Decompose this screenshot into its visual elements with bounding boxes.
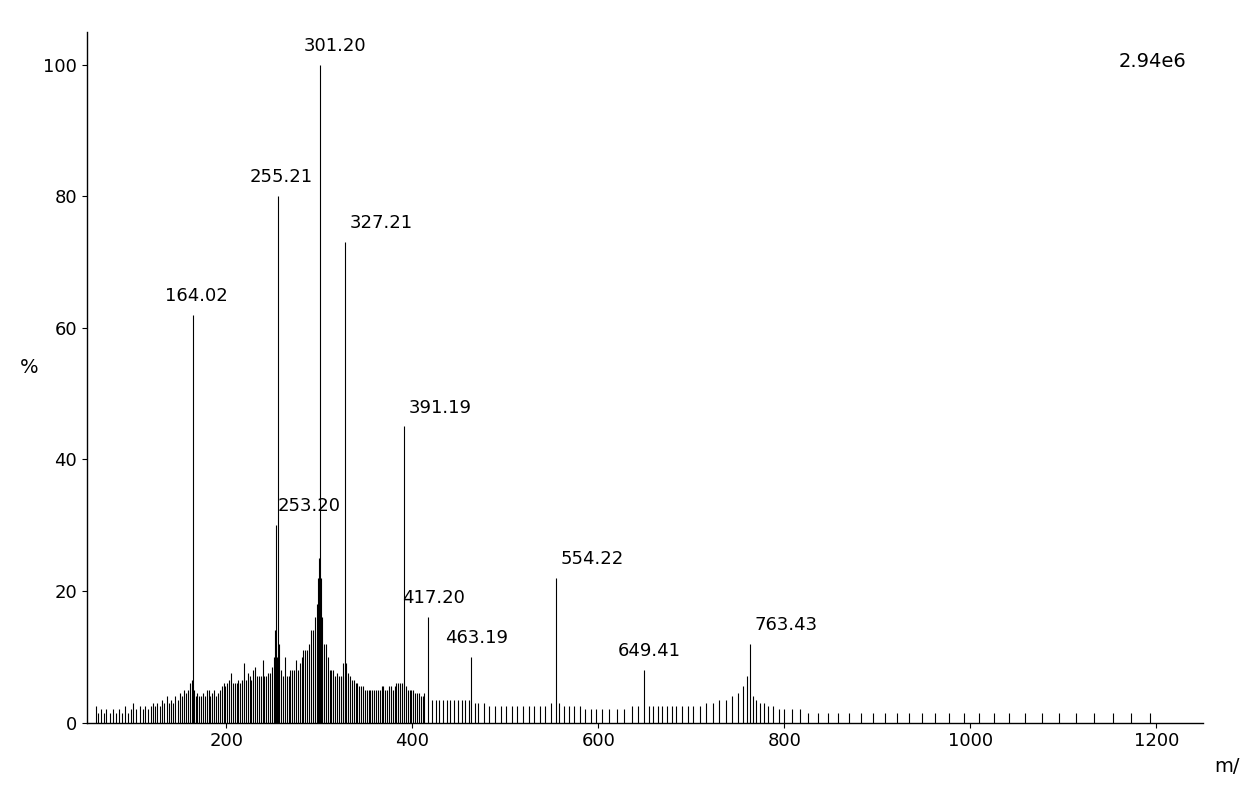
Text: 301.20: 301.20 [304, 37, 366, 55]
Text: 417.20: 417.20 [402, 589, 465, 607]
Text: 763.43: 763.43 [755, 615, 818, 634]
Text: 463.19: 463.19 [445, 629, 508, 647]
Text: 649.41: 649.41 [619, 642, 681, 660]
Text: 327.21: 327.21 [350, 214, 413, 233]
Text: 253.20: 253.20 [278, 497, 341, 515]
Text: 255.21: 255.21 [249, 168, 312, 187]
Y-axis label: %: % [20, 358, 38, 377]
Text: 2.94e6: 2.94e6 [1118, 52, 1185, 71]
Text: 164.02: 164.02 [165, 287, 228, 305]
Text: 554.22: 554.22 [560, 550, 624, 568]
X-axis label: m/z: m/z [1214, 757, 1240, 776]
Text: 391.19: 391.19 [409, 399, 471, 417]
